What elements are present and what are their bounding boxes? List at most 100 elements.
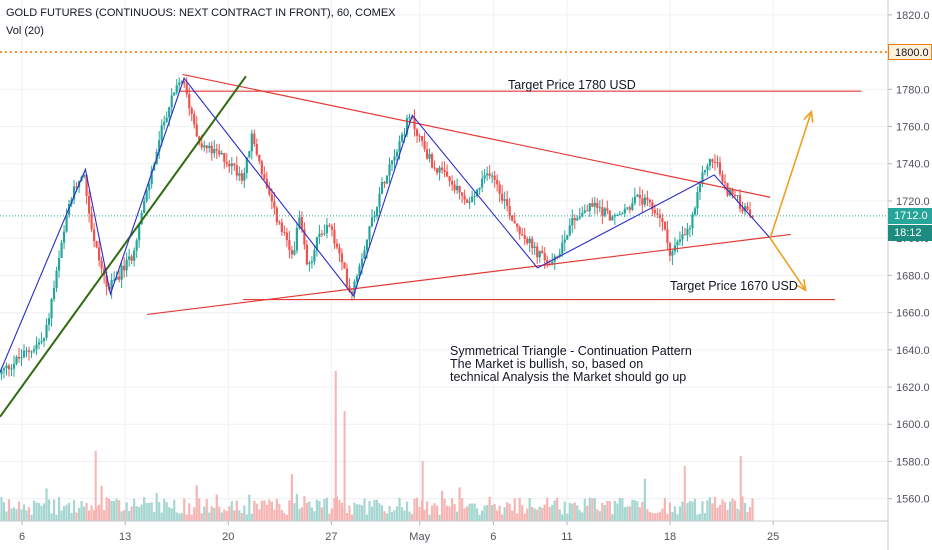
- volume-bar: [551, 504, 554, 521]
- volume-bar: [218, 506, 221, 521]
- candle: [133, 250, 136, 261]
- candle: [551, 261, 554, 265]
- alert-price-badge[interactable]: 1800.0: [888, 44, 932, 61]
- volume-bar: [661, 508, 664, 521]
- candle: [603, 208, 606, 216]
- volume-label: Vol (20): [6, 25, 44, 37]
- candle: [345, 268, 349, 287]
- candle: [260, 161, 263, 175]
- volume-bar: [731, 498, 734, 521]
- volume-bar: [103, 510, 106, 521]
- volume-bar: [483, 505, 486, 521]
- volume-bar: [518, 497, 521, 521]
- candle: [228, 163, 231, 167]
- volume-bar: [385, 513, 389, 521]
- candle: [395, 151, 399, 157]
- candle: [466, 199, 469, 203]
- candle: [648, 199, 651, 203]
- volume-bar: [686, 503, 689, 521]
- candle: [405, 118, 409, 135]
- candle: [328, 225, 331, 227]
- volume-bar: [98, 504, 101, 521]
- volume-bar: [576, 505, 579, 521]
- candle: [621, 213, 624, 215]
- candle: [496, 179, 499, 185]
- candle: [718, 162, 722, 175]
- volume-bar: [373, 499, 376, 521]
- volume-bar: [125, 502, 128, 521]
- y-tick-label: 1640.0: [896, 345, 930, 357]
- candle: [5, 365, 8, 369]
- pattern-note-line: Symmetrical Triangle - Continuation Patt…: [450, 344, 692, 358]
- volume-bar: [268, 499, 271, 521]
- volume-bar: [85, 502, 88, 521]
- candle: [22, 350, 26, 358]
- volume-bar: [478, 514, 481, 521]
- candle: [676, 241, 679, 246]
- forecast-down-arrow: [769, 237, 807, 291]
- candle: [453, 184, 456, 191]
- candle: [653, 209, 656, 214]
- candle: [578, 216, 581, 219]
- volume-bar: [476, 508, 479, 521]
- candle: [315, 237, 319, 251]
- volume-bar: [35, 502, 38, 521]
- volume-bar: [428, 514, 431, 521]
- candle: [220, 152, 223, 155]
- volume-bar: [603, 505, 606, 521]
- candle: [338, 247, 341, 254]
- candle: [253, 133, 256, 145]
- volume-bar: [148, 502, 151, 521]
- candle: [245, 157, 248, 174]
- candle: [691, 214, 694, 229]
- candle: [110, 279, 113, 290]
- candle: [656, 213, 659, 215]
- volume-bar: [703, 513, 707, 521]
- volume-bar: [293, 503, 296, 521]
- volume-bar: [110, 500, 113, 521]
- volume-bar: [626, 506, 629, 521]
- candle: [145, 190, 148, 201]
- volume-bar: [15, 509, 18, 521]
- volume-bar: [334, 371, 337, 521]
- volume-bar: [365, 514, 369, 521]
- candle: [42, 337, 46, 342]
- y-tick-label: 1660.0: [896, 308, 930, 320]
- volume-bar: [713, 497, 717, 521]
- candle: [250, 133, 253, 152]
- candle: [30, 351, 33, 353]
- candle: [731, 190, 734, 195]
- candle: [82, 174, 86, 177]
- volume-bar: [25, 510, 28, 521]
- candle: [52, 288, 56, 299]
- volume-bar: [546, 497, 549, 521]
- candle: [50, 298, 53, 319]
- volume-bar: [118, 500, 121, 521]
- volume-bar: [516, 513, 519, 521]
- volume-bar: [343, 411, 346, 521]
- candle: [87, 195, 91, 214]
- candle: [25, 350, 28, 352]
- volume-bar: [586, 505, 589, 521]
- volume-bar: [360, 505, 364, 521]
- volume-bar: [501, 514, 504, 521]
- volume-bar: [578, 510, 581, 521]
- candle: [708, 159, 712, 166]
- volume-bar: [503, 507, 506, 521]
- candle: [138, 224, 141, 241]
- volume-bar: [290, 474, 293, 521]
- candle: [593, 202, 596, 207]
- volume-bar: [350, 514, 354, 521]
- volume-bar: [65, 504, 68, 521]
- volume-bar: [363, 498, 366, 521]
- volume-bar: [195, 485, 198, 521]
- volume-bar: [425, 501, 429, 521]
- candle: [423, 140, 426, 150]
- volume-bar: [398, 497, 401, 521]
- volume-bar: [461, 498, 464, 521]
- candle: [506, 199, 509, 206]
- candle: [310, 261, 314, 263]
- candle: [566, 235, 569, 240]
- candle: [543, 253, 546, 261]
